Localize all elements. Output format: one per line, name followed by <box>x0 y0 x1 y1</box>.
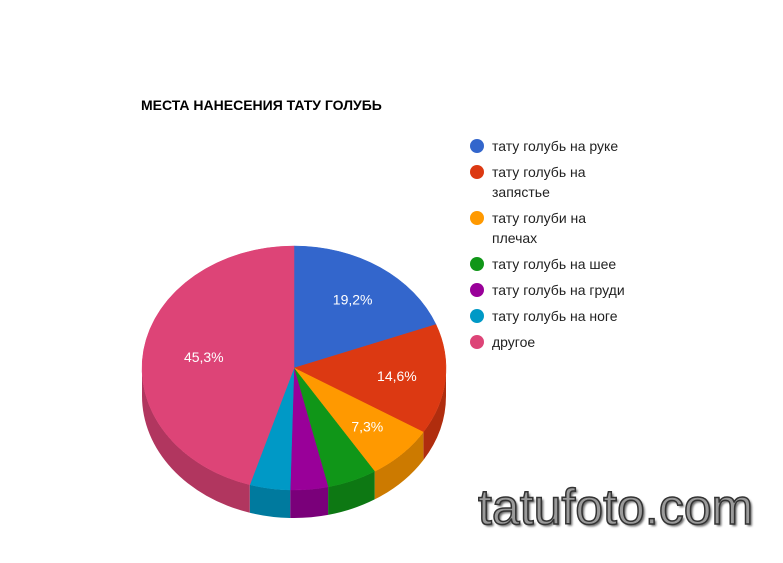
pie-side-3 <box>328 471 375 515</box>
chart-title: МЕСТА НАНЕСЕНИЯ ТАТУ ГОЛУБЬ <box>141 97 382 113</box>
pie-side-6 <box>142 368 250 513</box>
pie-side-2 <box>374 432 424 500</box>
legend-label: тату голубь на груди <box>492 282 625 298</box>
pie-side-4 <box>290 486 329 519</box>
legend-item: тату голубь на ноге <box>470 306 670 326</box>
legend-item: тату голуби на плечах <box>470 208 670 248</box>
legend-label: тату голубь на руке <box>492 138 619 154</box>
data-label-6: 45,3% <box>184 349 224 365</box>
legend-item: тату голубь на шее <box>470 254 670 274</box>
legend-label: тату голубь на шее <box>492 256 617 272</box>
legend-label: другое <box>492 334 536 350</box>
legend-item: другое <box>470 332 670 352</box>
pie-slice-1 <box>293 324 447 433</box>
legend-item: тату голубь на груди <box>470 280 670 300</box>
data-label-2: 7,3% <box>351 418 383 434</box>
legend-marker-icon <box>470 211 484 225</box>
data-label-1: 14,6% <box>377 368 417 384</box>
watermark: tatufoto.com <box>477 478 754 536</box>
legend-item: тату голубь на запястье <box>470 162 670 202</box>
legend-item: тату голубь на руке <box>470 136 670 156</box>
pie-side-1 <box>423 368 446 461</box>
legend-label: тату голуби на плечах <box>492 210 587 246</box>
legend-marker-icon <box>470 309 484 323</box>
legend-label: тату голубь на запястье <box>492 164 586 200</box>
pie-side-5 <box>249 484 291 518</box>
legend-marker-icon <box>470 165 484 179</box>
legend: тату голубь на руке тату голубь на запяст… <box>470 136 670 358</box>
legend-marker-icon <box>470 139 484 153</box>
data-label-0: 19,2% <box>333 292 373 308</box>
pie-slice-6 <box>141 245 295 486</box>
legend-marker-icon <box>470 257 484 271</box>
legend-marker-icon <box>470 335 484 349</box>
legend-marker-icon <box>470 283 484 297</box>
pie-slice-0 <box>293 245 437 369</box>
legend-label: тату голубь на ноге <box>492 308 618 324</box>
